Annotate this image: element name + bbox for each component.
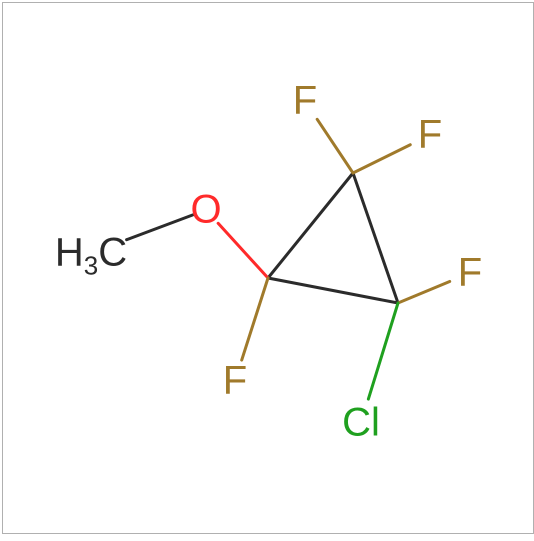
bond bbox=[218, 223, 268, 278]
bond bbox=[353, 145, 410, 173]
bond bbox=[268, 173, 353, 278]
atom-fluorine-3: F bbox=[418, 113, 442, 158]
atom-chlorine: Cl bbox=[342, 401, 380, 446]
atom-fluorine-2: F bbox=[293, 79, 317, 124]
bond bbox=[242, 278, 268, 360]
bond bbox=[127, 215, 193, 240]
atom-methyl: H3C bbox=[55, 231, 127, 276]
bond bbox=[317, 119, 353, 173]
atom-oxygen: O bbox=[190, 188, 221, 233]
bond bbox=[398, 281, 450, 303]
bond bbox=[268, 278, 398, 303]
bond bbox=[353, 173, 398, 303]
atom-fluorine-4: F bbox=[458, 251, 482, 296]
bond bbox=[368, 303, 398, 399]
atom-fluorine-1: F bbox=[223, 359, 247, 404]
structure-frame: O H3C F F F F Cl bbox=[2, 2, 534, 534]
